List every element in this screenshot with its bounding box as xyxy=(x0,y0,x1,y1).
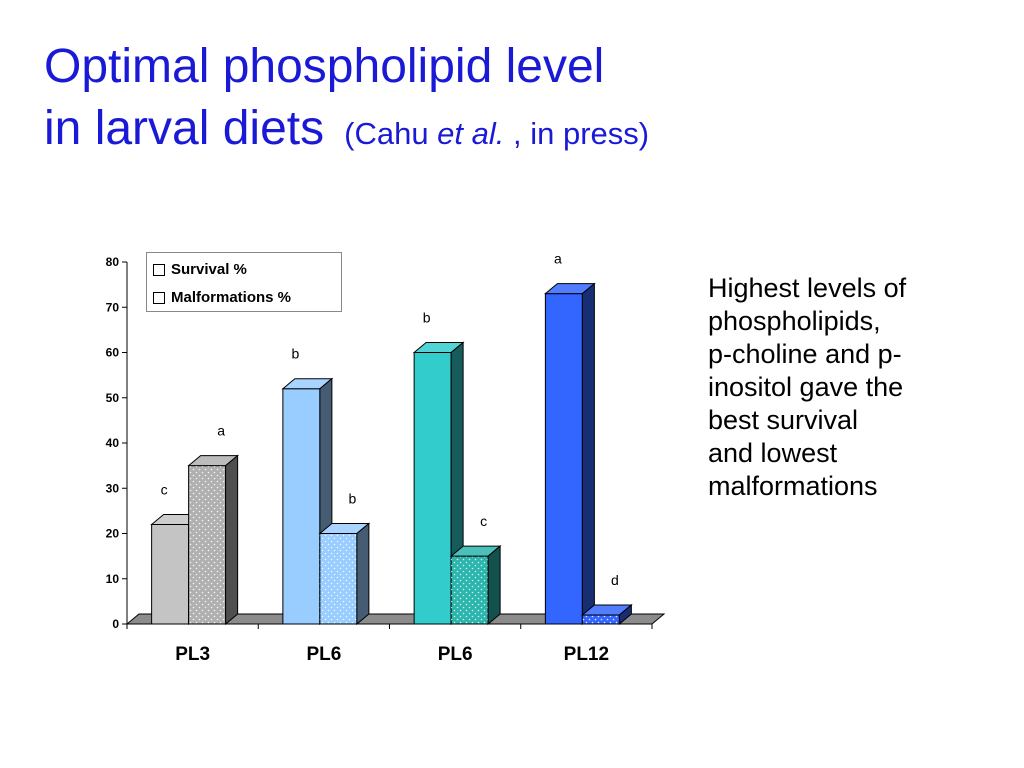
malformations-bar xyxy=(187,454,240,626)
bar-front xyxy=(151,523,190,625)
bar-pattern xyxy=(451,556,489,624)
summary-line: best survival xyxy=(708,405,859,435)
bar-front xyxy=(413,352,452,625)
summary-line: Highest levels of xyxy=(708,273,907,303)
bar-significance-label: b xyxy=(348,491,356,507)
bar-side xyxy=(225,454,239,626)
bar-side xyxy=(487,545,501,626)
malformations-bar xyxy=(449,545,502,626)
x-category-label: PL12 xyxy=(564,644,609,665)
bar-front xyxy=(544,293,583,625)
y-tick-label: 60 xyxy=(106,346,120,360)
legend-swatch-malformations xyxy=(153,291,165,304)
bar-side xyxy=(618,603,632,626)
y-tick-label: 20 xyxy=(106,527,120,541)
bar-side xyxy=(581,282,595,626)
citation-pre: (Cahu xyxy=(344,116,438,151)
summary-line: and lowest xyxy=(708,438,838,468)
summary-text: Highest levels of phospholipids, p-choli… xyxy=(708,272,1008,503)
y-tick-label: 80 xyxy=(106,255,120,269)
x-category-label: PL6 xyxy=(306,644,341,665)
y-tick-label: 50 xyxy=(106,391,120,405)
citation-post: , in press) xyxy=(504,116,650,151)
legend-label-malformations: Malformations % xyxy=(171,289,292,306)
y-tick-label: 70 xyxy=(106,300,120,314)
survival-bar xyxy=(543,282,596,626)
y-tick-label: 40 xyxy=(106,436,120,450)
title-line-2: in larval diets xyxy=(44,102,325,155)
malformations-bar xyxy=(318,522,371,626)
summary-line: malformations xyxy=(708,471,878,501)
summary-line: phospholipids, xyxy=(708,306,881,336)
bar-significance-label: b xyxy=(423,310,431,326)
bar-significance-label: a xyxy=(217,423,225,439)
citation: (Cahu et al. , in press) xyxy=(344,116,649,151)
bar-pattern xyxy=(188,465,226,624)
slide-title: Optimal phospholipid level in larval die… xyxy=(44,36,649,165)
bar-side xyxy=(356,522,370,626)
y-tick-label: 0 xyxy=(112,617,119,631)
chart-legend: Survival % Malformations % xyxy=(146,252,342,312)
legend-entry-survival: Survival % xyxy=(153,261,247,278)
legend-label-survival: Survival % xyxy=(171,261,247,278)
x-category-label: PL6 xyxy=(438,644,473,665)
citation-italic: et al. xyxy=(437,116,505,151)
bar-significance-label: c xyxy=(480,513,487,529)
bar-pattern xyxy=(319,533,357,624)
bar-significance-label: c xyxy=(161,481,168,497)
bar-significance-label: d xyxy=(611,572,619,588)
malformations-bar xyxy=(580,603,633,626)
bar-significance-label: a xyxy=(554,251,562,267)
y-tick-label: 10 xyxy=(106,572,120,586)
bar-pattern xyxy=(582,614,620,624)
summary-line: inositol gave the xyxy=(708,372,904,402)
legend-entry-malformations: Malformations % xyxy=(153,289,291,306)
y-tick-label: 30 xyxy=(106,481,120,495)
title-line-2-wrap: in larval diets (Cahu et al. , in press) xyxy=(44,98,649,165)
legend-swatch-survival xyxy=(153,263,165,276)
bar-front xyxy=(282,388,321,625)
summary-line: p-choline and p- xyxy=(708,339,902,369)
bar-significance-label: b xyxy=(291,346,299,362)
x-category-label: PL3 xyxy=(175,644,210,665)
title-line-1: Optimal phospholipid level xyxy=(44,40,605,93)
